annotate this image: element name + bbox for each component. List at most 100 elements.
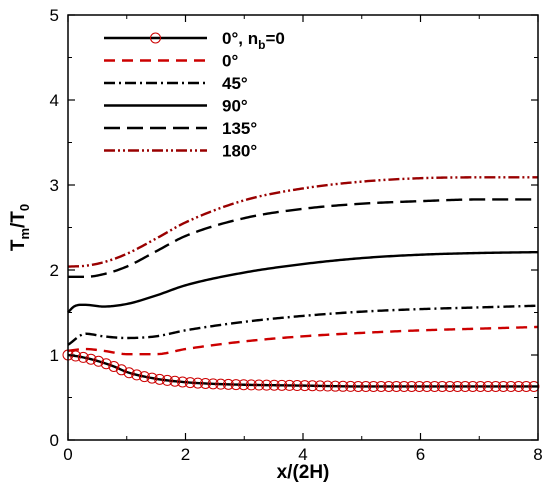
x-tick-label: 2 <box>181 445 190 464</box>
legend-label-tail: =0 <box>265 29 284 48</box>
series-marker-0 <box>398 380 410 392</box>
legend-label-main: 0° <box>222 52 238 71</box>
series-marker-0 <box>123 367 135 379</box>
series-marker-0 <box>337 380 349 392</box>
series-marker-0 <box>322 380 334 392</box>
legend-label-0: 0°, nb=0 <box>222 29 285 52</box>
series-marker-0 <box>497 380 509 392</box>
series-marker-0 <box>253 379 265 391</box>
series-marker-0 <box>352 380 364 392</box>
legend-label-main: 135° <box>222 119 257 138</box>
series-marker-0 <box>314 380 326 392</box>
series-marker-0 <box>513 380 525 392</box>
legend-label-1: 0° <box>222 52 238 71</box>
series-marker-0 <box>482 380 494 392</box>
x-tick-label: 4 <box>298 445 307 464</box>
y-axis-title-mid: /T <box>8 211 29 228</box>
series-line-3 <box>67 250 539 314</box>
y-axis-title: Tm/T0 <box>8 204 32 251</box>
y-tick-label: 0 <box>50 431 59 450</box>
series-marker-0 <box>199 377 211 389</box>
series-marker-0 <box>429 380 441 392</box>
y-tick-label: 5 <box>50 6 59 25</box>
series-marker-0 <box>421 380 433 392</box>
y-axis-title-sub1: m <box>17 228 32 240</box>
series-marker-0 <box>222 378 234 390</box>
legend-label-5: 180° <box>222 142 257 161</box>
series-marker-0 <box>452 380 464 392</box>
series-marker-0 <box>192 377 204 389</box>
series-marker-0 <box>291 380 303 392</box>
y-tick-label: 4 <box>50 91 59 110</box>
series-marker-0 <box>108 360 120 372</box>
series-marker-0 <box>299 380 311 392</box>
series-marker-0 <box>238 379 250 391</box>
series-marker-0 <box>283 379 295 391</box>
axis-ticks: 0 2 4 6 8 0 1 2 3 4 5 <box>50 6 543 464</box>
series-marker-0 <box>436 380 448 392</box>
series-marker-0 <box>375 380 387 392</box>
legend-label-main: 180° <box>222 142 257 161</box>
legend-marker-0 <box>150 32 161 44</box>
series-layer <box>62 176 540 392</box>
series-marker-0 <box>131 369 143 381</box>
legend-label-main: 0°, n <box>222 29 258 48</box>
series-marker-0 <box>390 380 402 392</box>
series-marker-0 <box>444 380 456 392</box>
series-marker-0 <box>505 380 517 392</box>
y-axis-title-sub2: 0 <box>17 204 32 211</box>
series-marker-0 <box>85 353 97 365</box>
y-tick-label: 3 <box>50 176 59 195</box>
series-marker-0 <box>138 371 150 383</box>
y-tick-label: 2 <box>50 261 59 280</box>
series-marker-0 <box>474 380 486 392</box>
series-line-1 <box>67 325 539 356</box>
series-marker-0 <box>360 380 372 392</box>
legend-label-3: 90° <box>222 97 248 116</box>
series-marker-0 <box>383 380 395 392</box>
series-line-5 <box>67 176 538 268</box>
series-marker-0 <box>146 372 158 384</box>
series-marker-0 <box>177 376 189 388</box>
series-marker-0 <box>169 375 181 387</box>
series-line-2 <box>67 304 539 346</box>
series-marker-0 <box>245 379 257 391</box>
series-marker-0 <box>459 380 471 392</box>
series-marker-0 <box>184 377 196 389</box>
series-line-4 <box>68 198 538 278</box>
series-marker-0 <box>490 380 502 392</box>
series-marker-0 <box>161 374 173 386</box>
x-tick-label: 8 <box>533 445 542 464</box>
series-marker-0 <box>261 379 273 391</box>
legend-label-sub: b <box>258 38 265 52</box>
series-marker-0 <box>368 380 379 392</box>
series-marker-0 <box>100 358 112 370</box>
legend-label-main: 45° <box>222 74 248 93</box>
x-tick-label: 0 <box>63 445 72 464</box>
y-axis-title-main: T <box>8 239 29 251</box>
x-tick-label: 6 <box>416 445 425 464</box>
series-marker-0 <box>230 379 242 391</box>
series-marker-0 <box>93 355 105 367</box>
series-marker-0 <box>215 378 227 390</box>
legend-label-4: 135° <box>222 119 257 138</box>
legend-label-main: 90° <box>222 97 248 116</box>
series-marker-0 <box>467 380 479 392</box>
series-marker-0 <box>207 378 219 390</box>
legend-label-2: 45° <box>222 74 248 93</box>
series-marker-0 <box>268 379 280 391</box>
series-marker-0 <box>329 380 341 392</box>
series-marker-0 <box>406 380 418 392</box>
series-marker-0 <box>413 380 425 392</box>
series-marker-0 <box>77 351 89 363</box>
series-marker-0 <box>115 364 127 376</box>
series-marker-0 <box>306 380 318 392</box>
legend: 0°, nb=00°45°90°135°180° <box>104 29 285 161</box>
series-marker-0 <box>345 380 357 392</box>
series-marker-0 <box>528 380 540 392</box>
y-tick-label: 1 <box>50 346 59 365</box>
series-marker-0 <box>276 379 288 391</box>
x-axis-title: x/(2H) <box>277 462 330 483</box>
series-marker-0 <box>154 373 166 385</box>
